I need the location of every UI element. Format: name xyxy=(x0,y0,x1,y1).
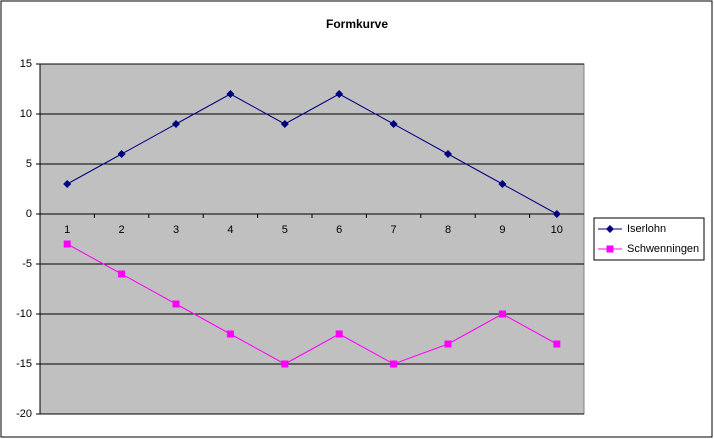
point xyxy=(498,310,506,318)
point xyxy=(444,340,452,348)
chart-title: Formkurve xyxy=(326,17,388,31)
y-tick-label: 15 xyxy=(20,58,32,70)
legend-marker xyxy=(606,225,614,233)
x-tick-label: 2 xyxy=(119,224,125,236)
x-tick-label: 5 xyxy=(282,224,288,236)
point xyxy=(335,90,344,98)
y-tick-label: 0 xyxy=(26,208,32,220)
legend-label: Schwenningen xyxy=(627,243,699,255)
point xyxy=(552,210,561,218)
point xyxy=(444,150,452,158)
legend-marker xyxy=(606,245,614,253)
point xyxy=(498,180,507,188)
point xyxy=(281,360,289,368)
series-line xyxy=(66,93,558,215)
point xyxy=(172,300,180,308)
y-tick-label: 5 xyxy=(26,158,32,170)
point xyxy=(389,120,398,128)
legend-box xyxy=(593,217,705,261)
y-tick-label: -20 xyxy=(16,408,32,420)
y-tick-label: -5 xyxy=(22,258,32,270)
point xyxy=(226,90,235,98)
y-tick-label: -15 xyxy=(16,358,32,370)
point xyxy=(63,180,72,188)
point xyxy=(335,330,343,338)
point xyxy=(553,340,561,348)
plot-area xyxy=(39,63,585,415)
point xyxy=(226,330,234,338)
point xyxy=(118,270,126,278)
x-tick-label: 4 xyxy=(227,224,233,236)
x-tick-label: 7 xyxy=(391,224,397,236)
y-tick-label: -10 xyxy=(16,308,32,320)
x-tick-label: 1 xyxy=(64,224,70,236)
series-line xyxy=(66,243,558,365)
legend-label: Iserlohn xyxy=(627,223,666,235)
point xyxy=(117,150,126,158)
x-tick-label: 8 xyxy=(445,224,451,236)
x-tick-label: 6 xyxy=(336,224,342,236)
y-tick-label: 10 xyxy=(20,108,32,120)
point xyxy=(172,120,180,128)
point xyxy=(390,360,398,368)
x-tick-label: 3 xyxy=(173,224,179,236)
x-tick-label: 9 xyxy=(499,224,505,236)
point xyxy=(63,240,71,248)
x-tick-label: 10 xyxy=(551,224,563,236)
point xyxy=(280,120,289,128)
